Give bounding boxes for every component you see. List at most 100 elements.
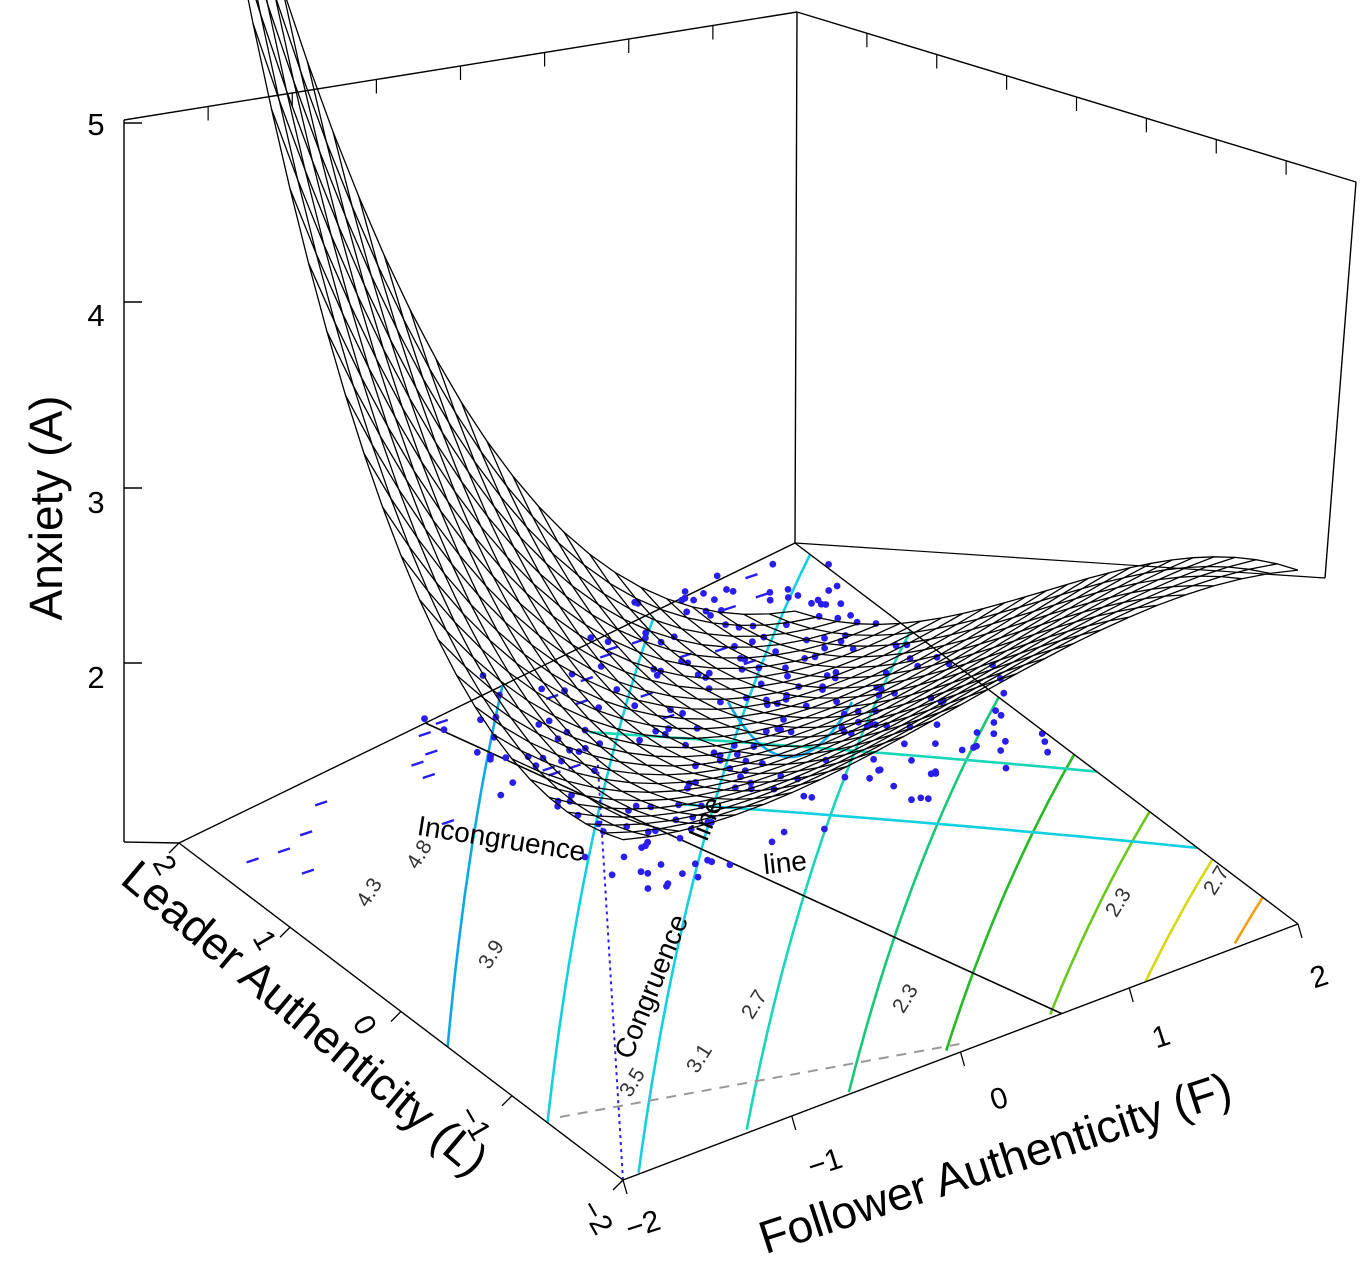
data-point bbox=[487, 755, 494, 763]
z-tick-label: 2 bbox=[87, 660, 104, 695]
data-point bbox=[713, 572, 721, 580]
data-point bbox=[784, 672, 791, 680]
surface-grid-line bbox=[622, 569, 1299, 841]
surface-grid-line bbox=[456, 572, 1110, 767]
data-point bbox=[497, 791, 505, 799]
data-point bbox=[932, 740, 939, 747]
surface-grid-line bbox=[306, 61, 764, 809]
surface-grid-line bbox=[285, 0, 796, 615]
x-tick-label: 0 bbox=[986, 1081, 1012, 1118]
x-tick-label: −1 bbox=[804, 1142, 847, 1184]
data-point bbox=[908, 796, 915, 804]
data-point bbox=[876, 766, 884, 774]
data-point bbox=[558, 757, 565, 765]
data-point bbox=[821, 825, 828, 833]
surface-grid-line bbox=[493, 562, 1152, 785]
data-point bbox=[642, 629, 649, 637]
surface-grid-line bbox=[326, 331, 964, 700]
data-point bbox=[587, 634, 595, 641]
data-point bbox=[657, 861, 665, 868]
data-point bbox=[866, 774, 873, 782]
data-point bbox=[604, 638, 612, 646]
data-point bbox=[774, 725, 782, 733]
data-point bbox=[808, 794, 816, 801]
data-point-marker bbox=[422, 772, 436, 780]
data-point bbox=[822, 601, 830, 608]
surface-grid-line bbox=[257, 0, 652, 838]
floor-edge bbox=[178, 542, 796, 844]
data-point bbox=[694, 873, 702, 881]
box-edge bbox=[1324, 181, 1357, 579]
surface-grid-line bbox=[270, 108, 901, 670]
data-point bbox=[997, 747, 1005, 754]
data-point bbox=[890, 782, 898, 790]
data-point-marker bbox=[723, 604, 737, 612]
data-point bbox=[690, 596, 697, 604]
data-point bbox=[821, 644, 828, 652]
contour-label: 3.5 bbox=[615, 1064, 650, 1101]
data-point bbox=[535, 721, 543, 728]
data-point bbox=[440, 726, 448, 734]
contour-line bbox=[944, 753, 1076, 1052]
data-point bbox=[613, 686, 621, 693]
data-point bbox=[794, 592, 802, 599]
contour-line bbox=[745, 629, 912, 1131]
congruence-line-label: line bbox=[762, 845, 809, 880]
surface-grid-line bbox=[265, 0, 838, 638]
data-point bbox=[784, 586, 792, 593]
surface-grid-line bbox=[567, 556, 1236, 818]
surface-grid-line bbox=[604, 563, 1278, 834]
contour-label: 3.9 bbox=[474, 936, 509, 973]
data-point bbox=[901, 740, 908, 748]
reference-line bbox=[559, 1042, 966, 1118]
x-tick-mark bbox=[622, 1179, 628, 1195]
y-tick-mark bbox=[501, 1095, 513, 1107]
data-point bbox=[780, 716, 787, 723]
data-point bbox=[632, 802, 640, 810]
surface-grid-line bbox=[585, 559, 1257, 826]
plot-box-back bbox=[123, 11, 1357, 844]
data-point bbox=[755, 664, 763, 672]
incongruence-label: Incongruence bbox=[415, 810, 587, 867]
data-point bbox=[726, 861, 734, 869]
data-point bbox=[591, 767, 598, 774]
data-point-marker bbox=[745, 573, 758, 580]
data-point-marker bbox=[418, 730, 432, 738]
contour-line bbox=[1048, 810, 1151, 1015]
data-point bbox=[581, 853, 589, 861]
surface-grid-line bbox=[437, 577, 1089, 758]
surface-grid-line bbox=[266, 0, 680, 832]
data-point bbox=[653, 671, 661, 679]
data-point bbox=[509, 779, 517, 786]
data-point bbox=[837, 600, 845, 608]
data-point-marker bbox=[743, 658, 757, 666]
data-point bbox=[702, 674, 709, 681]
data-point-marker bbox=[277, 847, 291, 854]
data-point bbox=[780, 828, 788, 836]
contour-line bbox=[637, 553, 812, 1173]
data-point bbox=[694, 671, 702, 678]
incongruence-line-label: line bbox=[684, 792, 729, 844]
data-point-marker bbox=[299, 830, 313, 837]
data-point bbox=[642, 842, 649, 850]
z-tick-label: 3 bbox=[87, 485, 104, 520]
data-point bbox=[731, 642, 738, 650]
surface-grid-line bbox=[511, 559, 1173, 793]
data-point-marker bbox=[246, 857, 259, 864]
data-point bbox=[676, 834, 684, 842]
data-point bbox=[821, 634, 828, 642]
contour-label: 3.1 bbox=[682, 1040, 717, 1077]
surface-grid-line bbox=[289, 188, 922, 680]
incongruence-line bbox=[425, 722, 1063, 1015]
data-point bbox=[532, 762, 540, 770]
data-point bbox=[833, 582, 841, 590]
data-point-marker bbox=[435, 718, 449, 726]
box-edge bbox=[794, 542, 1326, 579]
data-point bbox=[825, 587, 833, 594]
surface-grid-line bbox=[381, 506, 1026, 730]
response-surface bbox=[247, 0, 1299, 841]
data-point bbox=[992, 707, 999, 714]
data-point bbox=[1041, 738, 1049, 745]
data-point bbox=[800, 792, 808, 800]
data-point bbox=[636, 736, 643, 744]
